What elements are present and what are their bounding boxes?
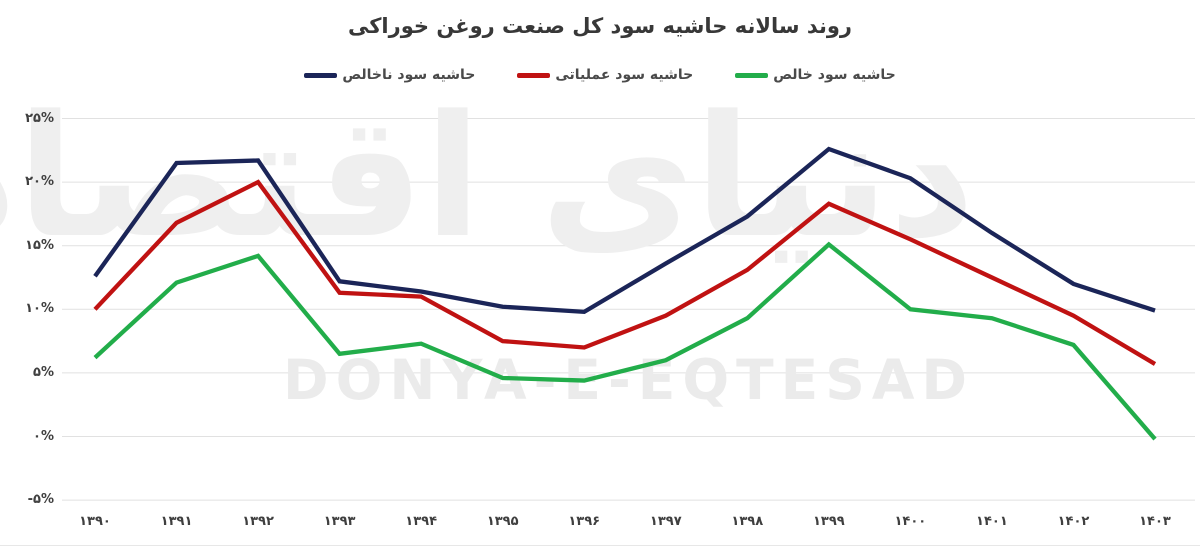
chart-title: روند سالانه حاشیه سود کل صنعت روغن خوراک… [347,14,853,38]
legend-item-net-margin[interactable]: حاشیه سود خالص [735,67,896,83]
series-line-2[interactable] [93,241,1157,441]
operating-margin-line-swatch-icon [517,72,551,78]
bottom-divider [0,545,1200,546]
legend-item-gross-margin[interactable]: حاشیه سود ناخالص [304,67,475,83]
chart-legend: حاشیه سود ناخالص حاشیه سود عملیاتی حاشیه… [0,64,1200,86]
net-margin-line-swatch-icon [735,72,769,78]
series-line-0[interactable] [93,146,1156,315]
legend-label-operating-margin: حاشیه سود عملیاتی [555,67,694,83]
watermark-latin-text: DONYA-E-EQTESAD [283,348,975,412]
legend-label-gross-margin: حاشیه سود ناخالص [342,67,476,83]
legend-item-operating-margin[interactable]: حاشیه سود عملیاتی [517,67,693,83]
series-line-1[interactable] [93,179,1157,366]
watermark-persian-text: دنیای اقتصاد [0,79,975,275]
legend-label-net-margin: حاشیه سود خالص [773,67,896,83]
gross-margin-line-swatch-icon [304,72,338,78]
